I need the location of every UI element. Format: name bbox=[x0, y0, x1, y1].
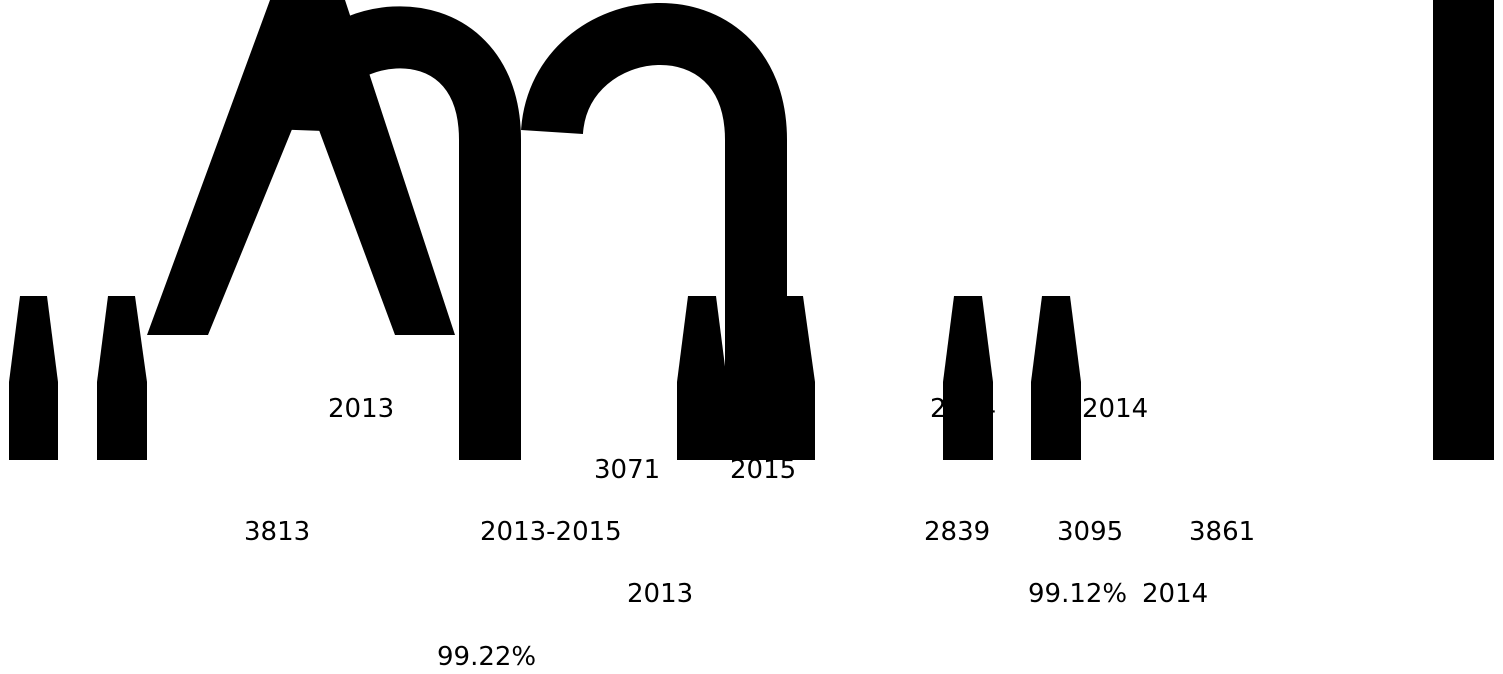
quote-mark bbox=[1031, 296, 1081, 460]
label: 2839 bbox=[924, 517, 990, 547]
label: 99.12% bbox=[1028, 579, 1127, 609]
label: 2013 bbox=[328, 394, 394, 424]
label: 3861 bbox=[1189, 517, 1255, 547]
label: 3095 bbox=[1057, 517, 1123, 547]
label: 2013 bbox=[627, 579, 693, 609]
quote-mark bbox=[97, 296, 147, 460]
label: 3813 bbox=[244, 517, 310, 547]
glyph-shapes bbox=[9, 0, 1494, 460]
label: 2013-2015 bbox=[480, 517, 622, 547]
big-glyph bbox=[147, 0, 455, 335]
quote-mark bbox=[677, 296, 727, 460]
quote-mark bbox=[943, 296, 993, 460]
label: 99.22% bbox=[437, 642, 536, 672]
big-glyph bbox=[521, 3, 787, 460]
label: 2014 bbox=[1142, 579, 1208, 609]
quote-mark bbox=[9, 296, 58, 460]
label: 3071 bbox=[594, 455, 660, 485]
big-glyph bbox=[265, 6, 521, 460]
label: 2014 bbox=[1082, 394, 1148, 424]
big-bar bbox=[1433, 0, 1494, 460]
